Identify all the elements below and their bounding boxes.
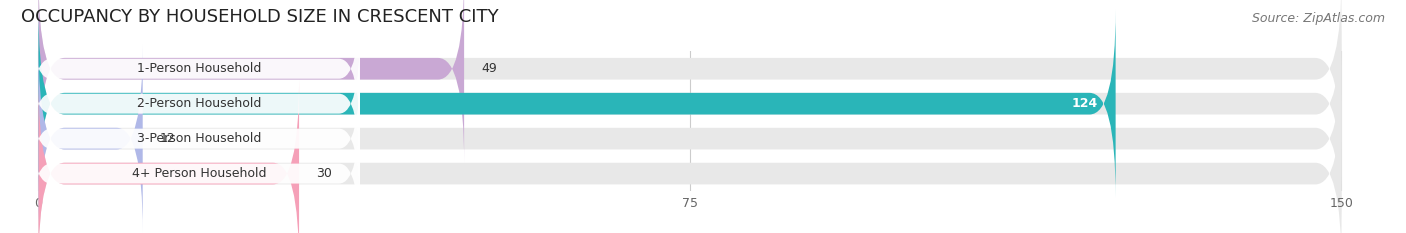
FancyBboxPatch shape [30, 100, 360, 233]
Text: 12: 12 [160, 132, 176, 145]
Text: OCCUPANCY BY HOUSEHOLD SIZE IN CRESCENT CITY: OCCUPANCY BY HOUSEHOLD SIZE IN CRESCENT … [21, 8, 499, 26]
FancyBboxPatch shape [30, 65, 360, 212]
Text: Source: ZipAtlas.com: Source: ZipAtlas.com [1251, 12, 1385, 25]
FancyBboxPatch shape [30, 0, 360, 143]
Text: 4+ Person Household: 4+ Person Household [132, 167, 266, 180]
FancyBboxPatch shape [38, 80, 1341, 233]
FancyBboxPatch shape [38, 10, 1341, 198]
Text: 1-Person Household: 1-Person Household [136, 62, 262, 75]
FancyBboxPatch shape [38, 0, 1341, 163]
FancyBboxPatch shape [38, 45, 142, 233]
Text: 124: 124 [1071, 97, 1098, 110]
FancyBboxPatch shape [38, 0, 464, 163]
FancyBboxPatch shape [38, 80, 299, 233]
Text: 3-Person Household: 3-Person Household [136, 132, 262, 145]
Text: 30: 30 [316, 167, 332, 180]
Text: 2-Person Household: 2-Person Household [136, 97, 262, 110]
FancyBboxPatch shape [38, 10, 1115, 198]
FancyBboxPatch shape [30, 30, 360, 178]
Text: 49: 49 [481, 62, 498, 75]
FancyBboxPatch shape [38, 45, 1341, 233]
